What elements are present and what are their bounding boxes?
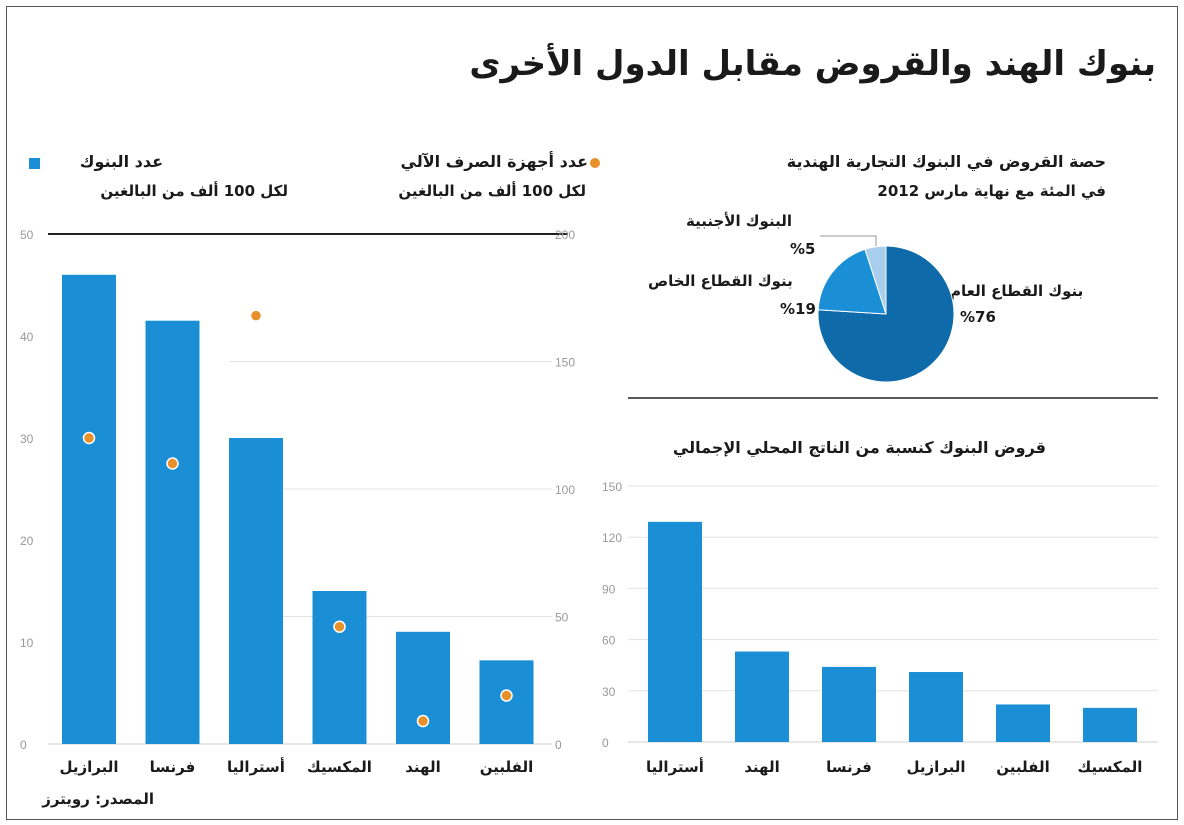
legend-banks-label: عدد البنوك [79, 152, 163, 171]
left-category-label-4: الهند [405, 758, 440, 776]
right-axis-tick-4: 200 [555, 228, 575, 242]
right-axis-tick-2: 100 [555, 483, 575, 497]
bank-bar-3 [312, 591, 367, 744]
legend-atm-swatch [590, 158, 600, 168]
legend-atm-unit: لكل 100 ألف من البالغين [398, 182, 586, 200]
bank-bar-1 [145, 320, 200, 744]
gdp-category-label-3: البرازيل [906, 758, 965, 776]
right-axis-tick-0: 0 [555, 738, 562, 752]
gdp-bar-1 [735, 651, 789, 742]
atm-point-3 [333, 620, 346, 633]
atm-point-1 [166, 457, 179, 470]
gdp-category-label-0: أستراليا [646, 757, 704, 776]
left-axis-tick-1: 10 [20, 636, 34, 650]
gdp-bar-2 [822, 666, 876, 742]
left-category-label-0: البرازيل [59, 758, 118, 776]
gdp-axis-tick-2: 60 [602, 634, 616, 648]
gdp-category-label-1: الهند [744, 758, 779, 776]
gdp-axis-tick-3: 90 [602, 582, 616, 596]
legend-banks-swatch [29, 158, 40, 169]
left-category-label-5: الفلبين [480, 758, 533, 776]
pie-value-foreign: %5 [790, 240, 816, 258]
left-category-label-2: أستراليا [227, 757, 285, 776]
gdp-category-label-4: الفلبين [996, 758, 1049, 776]
gdp-bar-4 [996, 704, 1050, 742]
gdp-bar-5 [1083, 707, 1137, 742]
left-category-label-1: فرنسا [150, 758, 196, 776]
pie-value-private: %19 [780, 300, 816, 318]
infographic-frame [6, 6, 1178, 820]
atm-point-4 [416, 714, 430, 728]
gdp-axis-tick-4: 120 [602, 531, 622, 545]
gdp-bar-3 [909, 672, 963, 742]
bank-bar-5 [479, 660, 534, 744]
right-axis-tick-3: 150 [555, 356, 575, 370]
source-note: المصدر: رويترز [42, 790, 154, 808]
bank-bar-0 [62, 274, 116, 744]
gdp-chart-title: قروض البنوك كنسبة من الناتج المحلي الإجم… [672, 438, 1046, 457]
pie-label-foreign: البنوك الأجنبية [686, 212, 792, 230]
gdp-category-label-5: المكسيك [1078, 758, 1143, 776]
gdp-axis-tick-0: 0 [602, 736, 609, 750]
left-axis-tick-5: 50 [20, 228, 34, 242]
gdp-bar-0 [648, 521, 702, 742]
atm-point-2 [249, 309, 263, 322]
legend-atm-label: عدد أجهزة الصرف الآلي [400, 152, 588, 171]
pie-label-private: بنوك القطاع الخاص [648, 272, 793, 290]
pie-label-public: بنوك القطاع العام [950, 282, 1084, 300]
left-axis-tick-3: 30 [20, 432, 34, 446]
left-category-label-3: المكسيك [307, 758, 372, 776]
pie-title: حصة القروض في البنوك التجارية الهندية [786, 152, 1106, 171]
pie-slice-1 [817, 248, 887, 315]
left-axis-tick-2: 20 [20, 534, 34, 548]
legend-banks-unit: لكل 100 ألف من البالغين [100, 182, 288, 200]
atm-point-5 [500, 689, 513, 702]
pie-subtitle: في المئة مع نهاية مارس 2012 [877, 182, 1106, 200]
left-axis-tick-0: 0 [20, 738, 27, 752]
pie-value-public: %76 [960, 308, 996, 326]
right-axis-tick-1: 50 [555, 611, 569, 625]
page-title: بنوك الهند والقروض مقابل الدول الأخرى [469, 44, 1156, 84]
pie-leader-foreign [820, 235, 877, 246]
bank-bar-2 [229, 438, 283, 744]
pie-slice-2 [864, 245, 887, 315]
gdp-axis-tick-1: 30 [602, 685, 616, 699]
left-axis-tick-4: 40 [20, 330, 34, 344]
gdp-axis-tick-5: 150 [602, 480, 622, 494]
gdp-category-label-2: فرنسا [826, 758, 872, 776]
atm-point-0 [82, 431, 96, 445]
